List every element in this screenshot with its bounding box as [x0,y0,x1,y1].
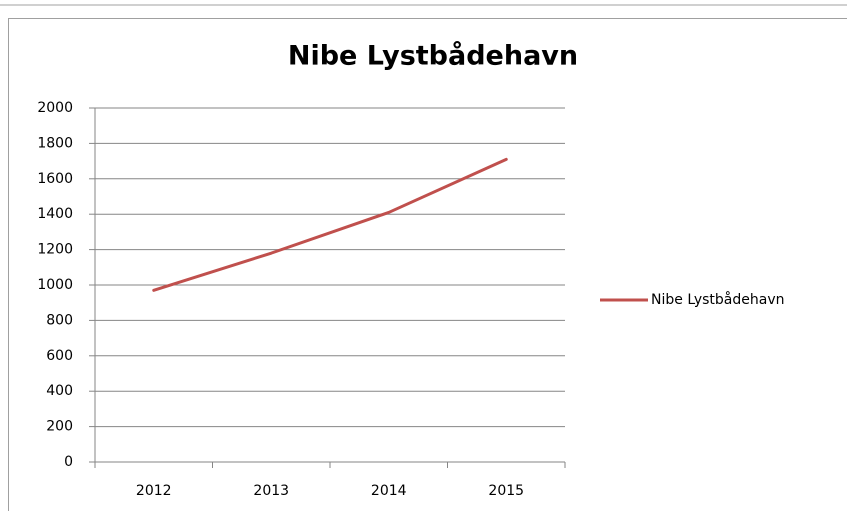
y-tick-label: 1800 [37,135,73,151]
y-tick-label: 400 [46,383,73,399]
y-tick-label: 200 [46,419,73,435]
x-tick-label: 2015 [488,483,524,499]
y-tick-label: 2000 [37,100,73,116]
y-tick-label: 1000 [37,277,73,293]
y-tick-label: 1200 [37,242,73,258]
chart-frame [8,18,847,511]
x-tick-label: 2012 [136,483,172,499]
chart-title: Nibe Lystbådehavn [288,40,578,72]
y-tick-label: 1600 [37,171,73,187]
y-tick-label: 1400 [37,206,73,222]
data-line [152,157,508,292]
y-tick-label: 600 [46,348,73,364]
y-tick-label: 0 [64,454,73,470]
x-tick-label: 2014 [371,483,407,499]
legend-label: Nibe Lystbådehavn [651,291,784,308]
x-tick-label: 2013 [253,483,289,499]
y-tick-label: 800 [46,312,73,328]
